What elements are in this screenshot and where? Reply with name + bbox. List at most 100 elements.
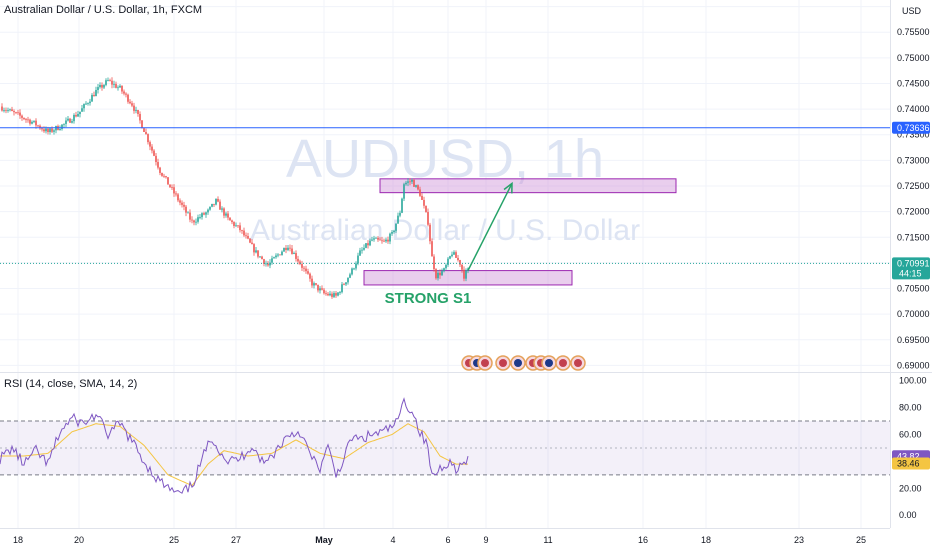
time-axis: 18 20 25 27 May 4 6 9 11 16 18 23 25 bbox=[13, 535, 866, 545]
candle-body-1 bbox=[3, 110, 5, 112]
candle-body-152 bbox=[305, 268, 307, 272]
candle-body-134 bbox=[269, 262, 271, 266]
candle-body-66 bbox=[133, 105, 135, 111]
candle-body-123 bbox=[247, 235, 249, 239]
price-tick-11: 0.74500 bbox=[897, 78, 930, 88]
candle-body-101 bbox=[203, 213, 205, 215]
candle-body-19 bbox=[39, 125, 41, 129]
candle-body-94 bbox=[189, 212, 191, 220]
candle-body-39 bbox=[79, 111, 81, 115]
candle-body-167 bbox=[335, 293, 337, 296]
price-tick-12: 0.75000 bbox=[897, 53, 930, 63]
candle-body-151 bbox=[303, 267, 305, 269]
candle-body-100 bbox=[201, 213, 203, 218]
candle-body-159 bbox=[319, 288, 321, 291]
candle-body-129 bbox=[259, 256, 261, 258]
candle-body-145 bbox=[291, 248, 293, 254]
candle-body-225 bbox=[451, 254, 453, 257]
candle-body-91 bbox=[183, 204, 185, 207]
candle-body-33 bbox=[67, 118, 69, 121]
candle-body-170 bbox=[341, 284, 343, 293]
candle-body-68 bbox=[137, 109, 139, 114]
rsi-tick-1: 20.00 bbox=[899, 483, 922, 493]
symbol-title[interactable]: Australian Dollar / U.S. Dollar, 1h, FXC… bbox=[4, 4, 203, 16]
candle-body-192 bbox=[385, 239, 387, 242]
candle-body-116 bbox=[233, 222, 235, 226]
candle-body-42 bbox=[85, 103, 87, 105]
candle-body-212 bbox=[425, 205, 427, 213]
candle-body-211 bbox=[423, 199, 425, 206]
candle-body-23 bbox=[47, 128, 49, 133]
event-flag-icon-3[interactable] bbox=[495, 355, 511, 371]
candle-body-120 bbox=[241, 230, 243, 231]
candle-body-161 bbox=[323, 289, 325, 294]
candle-body-18 bbox=[37, 125, 39, 127]
current-price-tag-countdown: 44:15 bbox=[899, 268, 922, 278]
candle-body-79 bbox=[159, 167, 161, 173]
candle-body-197 bbox=[395, 223, 397, 231]
candle-body-31 bbox=[63, 123, 65, 125]
candle-body-168 bbox=[337, 292, 339, 296]
candle-body-17 bbox=[35, 120, 37, 126]
candle-body-205 bbox=[411, 179, 413, 182]
candle-body-169 bbox=[339, 292, 341, 293]
event-flag-icon-8[interactable] bbox=[555, 355, 571, 371]
candle-body-203 bbox=[407, 181, 409, 183]
price-tick-9: 0.73500 bbox=[897, 130, 930, 140]
candle-body-200 bbox=[401, 198, 403, 213]
candle-body-80 bbox=[161, 172, 163, 176]
candle-body-44 bbox=[89, 101, 91, 104]
candle-body-181 bbox=[363, 247, 365, 250]
candle-body-16 bbox=[33, 120, 35, 122]
candle-body-135 bbox=[271, 258, 273, 263]
candle-body-154 bbox=[309, 273, 311, 279]
event-flag-icon-4[interactable] bbox=[510, 355, 526, 371]
candle-body-148 bbox=[297, 258, 299, 262]
candle-body-140 bbox=[281, 251, 283, 255]
candle-body-224 bbox=[449, 256, 451, 259]
candle-body-13 bbox=[27, 119, 29, 121]
candle-body-229 bbox=[459, 260, 461, 265]
event-flag-icon-2[interactable] bbox=[477, 355, 493, 371]
rsi-title[interactable]: RSI (14, close, SMA, 14, 2) bbox=[4, 378, 138, 390]
candle-body-43 bbox=[87, 103, 89, 104]
candle-body-75 bbox=[151, 146, 153, 151]
event-flag-icon-9[interactable] bbox=[570, 355, 586, 371]
price-tick-0: 0.69000 bbox=[897, 360, 930, 370]
candle-body-0 bbox=[1, 106, 3, 111]
current-price-tag-bg bbox=[892, 257, 930, 280]
candle-body-106 bbox=[213, 203, 215, 205]
projection-arrow-head bbox=[503, 181, 513, 194]
candle-body-65 bbox=[131, 103, 133, 106]
candle-body-50 bbox=[101, 84, 103, 88]
candle-body-35 bbox=[71, 121, 73, 123]
candle-body-6 bbox=[13, 111, 15, 113]
candle-body-119 bbox=[239, 225, 241, 231]
event-flag-icon-7[interactable] bbox=[541, 355, 557, 371]
price-tick-7: 0.72500 bbox=[897, 181, 930, 191]
time-tick-3: 27 bbox=[231, 535, 241, 545]
candle-body-67 bbox=[135, 109, 137, 111]
candle-body-125 bbox=[251, 242, 253, 245]
candle-body-96 bbox=[193, 220, 195, 223]
candle-body-150 bbox=[301, 264, 303, 268]
candle-body-198 bbox=[397, 215, 399, 224]
candle-body-219 bbox=[439, 272, 441, 276]
candle-body-185 bbox=[371, 239, 373, 241]
candle-body-21 bbox=[43, 129, 45, 132]
candle-body-182 bbox=[365, 243, 367, 248]
time-tick-1: 20 bbox=[74, 535, 84, 545]
candle-body-144 bbox=[289, 247, 291, 249]
price-tick-8: 0.73000 bbox=[897, 155, 930, 165]
candle-body-213 bbox=[427, 212, 429, 225]
watermark-description: Australian Dollar / U.S. Dollar bbox=[250, 214, 640, 247]
candle-body-139 bbox=[279, 254, 281, 256]
candle-body-194 bbox=[389, 233, 391, 242]
key-level-tag-bg bbox=[892, 121, 930, 134]
candle-body-166 bbox=[333, 293, 335, 297]
candle-body-97 bbox=[195, 221, 197, 223]
rsi-tick-5: 100.00 bbox=[899, 376, 927, 386]
candle-body-221 bbox=[443, 268, 445, 272]
